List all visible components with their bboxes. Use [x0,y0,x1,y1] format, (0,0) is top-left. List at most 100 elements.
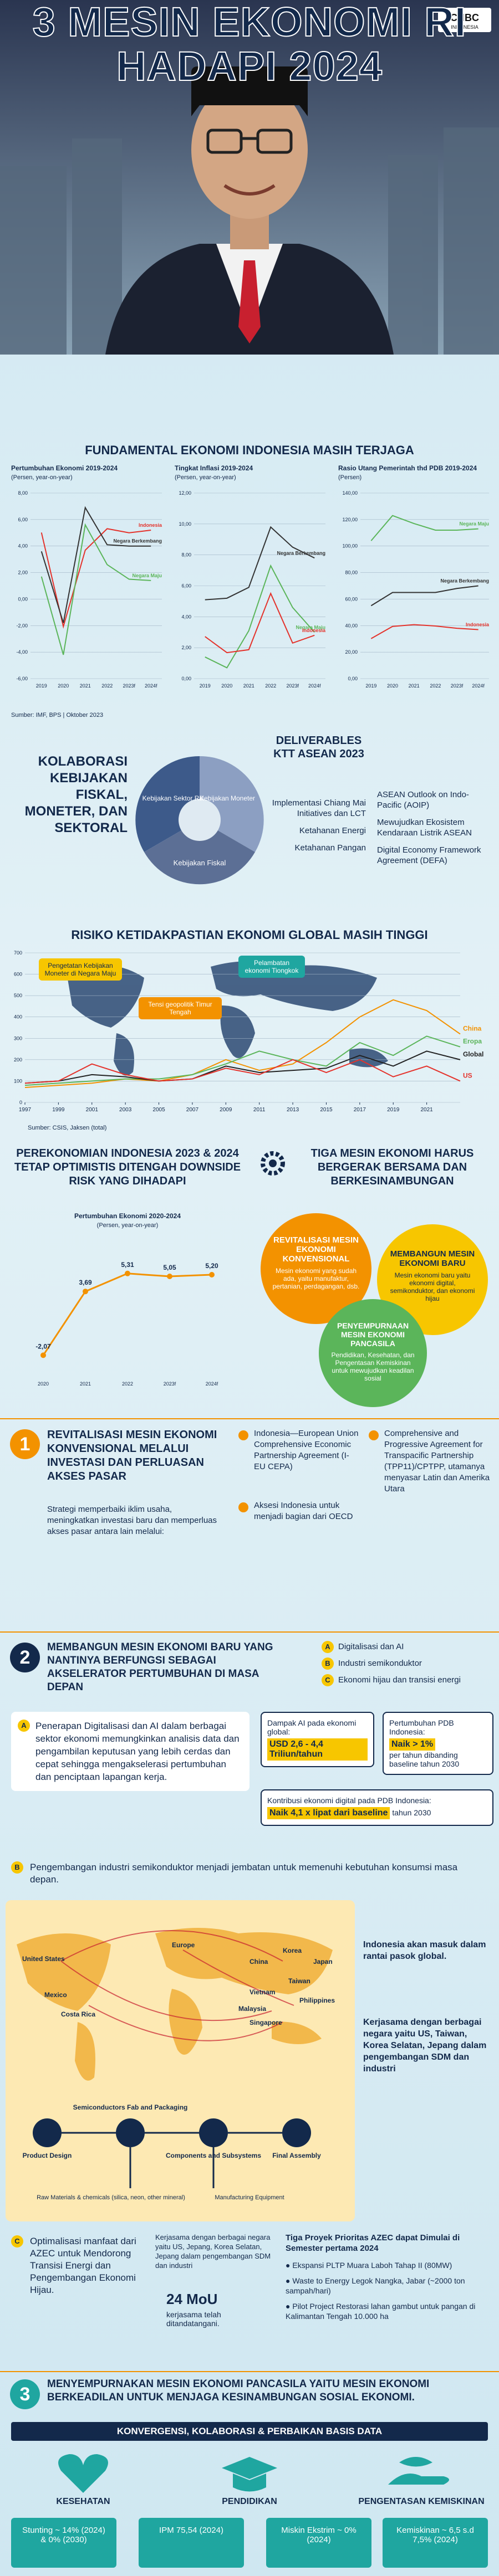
point-text: Penerapan Digitalisasi dan AI dalam berb… [35,1721,240,1782]
series-line [205,592,315,654]
project: ● Pilot Project Restorasi lahan gambut u… [286,2302,476,2321]
pillar-name: KESEHATAN [56,2497,110,2506]
target: IPM 75,54 (2024) [139,2518,244,2568]
asean-item: Ketahanan Energi [299,826,366,835]
country: Japan [313,1958,333,1966]
engine-title: MEMBANGUN MESIN EKONOMI BARU [390,1249,475,1268]
projects: ● Ekspansi PLTP Muara Laboh Tahap II (80… [286,2260,493,2321]
section-number: 1 [10,1429,40,1459]
x-tick-label: 2011 [253,1107,266,1113]
y-tick-label: 100 [14,1078,22,1084]
y-tick-label: 10,00 [179,521,191,527]
y-tick-label: 700 [14,950,22,956]
letter: C [322,1674,334,1686]
x-tick-label: 1997 [19,1107,32,1113]
asean-heading: DELIVERABLES KTT ASEAN 2023 [273,735,364,760]
y-tick-label: 80,00 [345,570,358,576]
x-tick-label: 2019 [36,683,47,689]
y-tick-label: 8,00 [18,490,28,496]
series-label: Negara Maju [459,521,489,527]
project-text: Ekspansi PLTP Muara Laboh Tahap II (80MW… [292,2261,452,2270]
point [209,1272,215,1277]
y-tick-label: 300 [14,1035,22,1041]
series-label: Negara Maju [132,573,162,578]
chart: Pertumbuhan Ekonomi 2020-2024 (Persen, ye… [35,1212,218,1387]
x-tick-label: 2005 [152,1107,165,1113]
logo: CNBC [450,12,479,23]
y-tick-label: 4,00 [18,543,28,549]
country: Taiwan [288,1977,310,1985]
stat-value: Naik 4,1 x lipat dari baseline [267,1807,390,1819]
chain-step: Semiconductors Fab and Packaging [73,2103,188,2111]
x-tick-label: 2021 [80,683,91,689]
engine-text: Mesin ekonomi baru yaitu ekonomi digital… [390,1271,475,1302]
point-c: C Optimalisasi manfaat dari AZEC untuk M… [11,2235,144,2296]
y-tick-label: 140,00 [342,490,358,496]
x-tick-label: 2023f [451,683,464,689]
bar: KONVERGENSI, KOLABORASI & PERBAIKAN BASI… [11,2422,488,2441]
bullet [238,1430,248,1440]
stat: Pertumbuhan PDB Indonesia: Naik > 1% per… [383,1712,493,1775]
x-tick-label: 2020 [58,683,69,689]
projects-title: Tiga Proyek Prioritas AZEC dapat Dimulai… [286,2233,460,2253]
series-label: Negara Berkembang [440,578,489,584]
stat: Dampak AI pada ekonomi global: USD 2,6 -… [261,1712,374,1767]
logo-sub: INDONESIA [451,24,478,30]
segment-label: Kebijakan Fiskal [174,859,226,867]
x-tick-label: 2021 [80,1381,91,1387]
chart: Rasio Utang Pemerintah thd PDB 2019-2024… [338,464,490,689]
x-tick-label: 2015 [320,1107,333,1113]
letter: B [322,1658,334,1670]
chain-input: Manufacturing Equipment [215,2194,284,2201]
list-text: Industri semikonduktor [338,1659,422,1668]
x-tick-label: 2003 [119,1107,132,1113]
value-label: 5,31 [121,1261,134,1269]
asean-item: Digital Economy Framework Agreement (DEF… [377,845,481,865]
x-tick-label: 2017 [354,1107,366,1113]
target: Stunting ~ 14% (2024) & 0% (2030) [11,2518,116,2568]
series-label: Negara Berkembang [277,550,325,556]
annotation: Pelambatan ekonomi Tiongkok [238,956,305,978]
x-tick-label: 2022 [122,1381,133,1387]
section-title: MENYEMPURNAKAN MESIN EKONOMI PANCASILA Y… [47,2378,430,2403]
x-tick-label: 2024f [472,683,485,689]
value-label: 5,20 [205,1262,218,1270]
cooperation: Kerjasama dengan berbagai negara yaitu U… [155,2233,271,2270]
y-tick-label: 40,00 [345,623,358,628]
x-tick-label: 2021 [409,683,420,689]
y-tick-label: 0,00 [348,676,358,681]
value-label: -2,07 [35,1342,51,1350]
letter: C [11,2235,23,2247]
x-tick-label: 2024f [145,683,157,689]
y-tick-label: 0 [19,1100,22,1105]
annotation: Tensi geopolitik Timur Tengah [139,997,222,1019]
stat-note: tahun 2030 [392,1808,431,1817]
series-label: Indonesia [466,622,490,627]
stat-label: Dampak AI pada ekonomi global: [267,1718,357,1736]
point [40,1352,46,1358]
chart-subtitle: (Persen) [338,474,361,481]
divider [0,2371,499,2372]
country: China [249,1958,268,1966]
asean-item: Mewujudkan Ekosistem Kendaraan Listrik A… [377,818,472,838]
stat-value: USD 2,6 - 4,4 Triliun/tahun [267,1738,368,1761]
title-line: 3 MESIN EKONOMI RI [32,0,467,45]
pillar-name: PENDIDIKAN [222,2497,277,2506]
project-text: Waste to Energy Legok Nangka, Jabar (~20… [286,2276,465,2295]
target: Miskin Ekstrim ~ 0% (2024) [266,2518,371,2568]
y-tick-label: 120,00 [342,517,358,522]
stat-label: Pertumbuhan PDB Indonesia: [389,1718,454,1736]
letter: A [18,1720,30,1732]
y-tick-label: -4,00 [16,649,28,655]
pillar-icons: KESEHATAN PENDIDIKAN PENGENTASAN KEMISKI… [56,2454,485,2506]
chain-input: Raw Materials & chemicals (silica, neon,… [37,2194,185,2201]
y-tick-label: 500 [14,993,22,998]
list-item: C Ekonomi hijau dan transisi energi [322,1674,493,1686]
bullet [238,1502,248,1512]
mou: 24 MoU [166,2291,218,2307]
x-tick-label: 2001 [86,1107,99,1113]
section-title: MEMBANGUN MESIN EKONOMI BARU YANG NANTIN… [47,1641,273,1693]
letter: B [11,1861,23,1874]
y-tick-label: 12,00 [179,490,191,496]
